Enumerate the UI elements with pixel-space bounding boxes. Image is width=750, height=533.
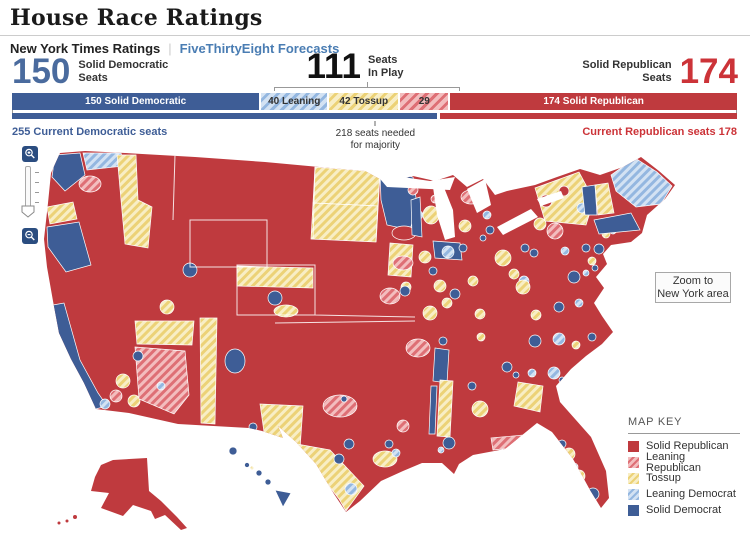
seat-bar: 150 Solid Democratic 40 Leaning 42 Tossup 2… (12, 93, 738, 110)
map-key-label: Leaning Democrat (646, 488, 736, 500)
current-democratic-label: 255 Current Democratic seats (12, 126, 168, 138)
map-key-entry-solid-rep: Solid Republican (628, 441, 740, 452)
seat-bar-segment-lean-dem: 40 Leaning (261, 93, 328, 110)
current-seats-bar (12, 113, 737, 119)
map-key-entry-lean-rep: Leaning Republican (628, 451, 740, 473)
solid-democratic-label: Solid Democratic Seats (78, 59, 169, 84)
seats-in-play-label: Seats In Play (368, 54, 404, 79)
solid-republican-count: 174 (679, 52, 738, 91)
map-key-entry-tossup: Tossup (628, 473, 740, 484)
seats-in-play-stat: 111 Seats In Play (262, 47, 448, 86)
solid-democratic-stat: 150 Solid Democratic Seats (12, 52, 169, 91)
map-key-entry-lean-dem: Leaning Democrat (628, 489, 740, 500)
lean-rep-swatch-icon (628, 457, 639, 468)
map-key-entries: Solid Republican Leaning Republican Tossup… (628, 441, 740, 516)
map-key-label: Tossup (646, 472, 681, 484)
ratings-tabs: New York Times Ratings | FiveThirtyEight F… (10, 41, 339, 56)
map-key-entry-solid-dem: Solid Democrat (628, 505, 740, 516)
header-divider (0, 35, 750, 36)
tab-nyt-ratings[interactable]: New York Times Ratings (10, 41, 161, 56)
bar-left-tick (12, 110, 13, 113)
map-key-label: Leaning Republican (646, 450, 702, 474)
solid-democratic-count: 150 (12, 52, 71, 91)
zoom-slider-tick (35, 172, 39, 173)
solid-dem-swatch-icon (628, 505, 639, 516)
current-republican-label: Current Republican seats 178 (582, 126, 737, 138)
zoom-out-button[interactable] (22, 228, 38, 244)
seat-bar-segment-tossup: 42 Tossup (329, 93, 399, 110)
alaska[interactable] (57, 458, 188, 530)
map-key-title: MAP KEY (628, 416, 740, 434)
lean-dem-swatch-icon (628, 489, 639, 500)
majority-tick (374, 121, 376, 126)
tab-separator: | (168, 41, 172, 56)
current-democratic-bar (12, 113, 437, 119)
seats-in-play-bracket-tick (367, 82, 368, 88)
seat-bar-segment-lean-rep: 29 (400, 93, 449, 110)
seat-bar-segment-solid-dem: 150 Solid Democratic (12, 93, 260, 110)
map-key-label: Solid Democrat (646, 504, 722, 516)
great-lakes (375, 173, 564, 240)
bar-right-tick (736, 110, 737, 113)
zoom-slider-tick (35, 202, 39, 203)
magnifier-plus-icon (25, 148, 35, 159)
zoom-in-button[interactable] (22, 146, 38, 162)
seat-bar-segment-solid-rep: 174 Solid Republican (450, 93, 738, 110)
solid-republican-stat: Solid Republican Seats 174 (582, 52, 738, 91)
magnifier-minus-icon (25, 230, 35, 241)
majority-note: 218 seats needed for majority (335, 128, 416, 151)
zoom-slider-track[interactable] (25, 166, 31, 210)
page-title: House Race Ratings (10, 5, 263, 31)
tossup-swatch-icon (628, 473, 639, 484)
map-key: MAP KEY Solid Republican Leaning Republic… (628, 416, 740, 521)
seats-in-play-count: 111 (306, 47, 362, 86)
us-house-districts-map[interactable] (35, 145, 715, 533)
zoom-slider-tick (35, 182, 39, 183)
solid-republican-label: Solid Republican Seats (582, 59, 672, 84)
current-republican-bar (440, 113, 737, 119)
zoom-slider-tick (35, 192, 39, 193)
hawaii[interactable] (228, 446, 292, 508)
zoom-slider-thumb[interactable] (21, 205, 35, 218)
map-key-label: Solid Republican (646, 440, 729, 452)
solid-rep-swatch-icon (628, 441, 639, 452)
zoom-to-new-york-button[interactable]: Zoom to New York area (655, 272, 731, 303)
tab-fivethirtyeight-forecasts[interactable]: FiveThirtyEight Forecasts (179, 41, 340, 56)
